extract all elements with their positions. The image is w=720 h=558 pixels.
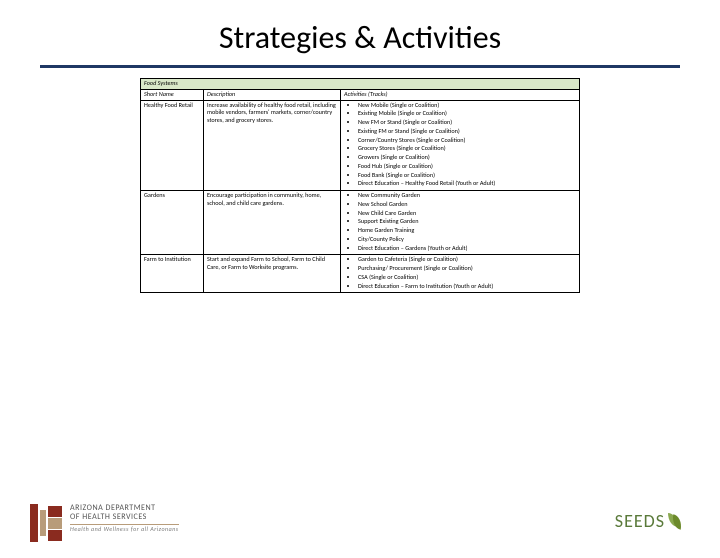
table-row: Healthy Food RetailIncrease availability… [141, 100, 580, 191]
list-item: New School Garden [358, 201, 576, 209]
table-section-label: Food Systems [141, 79, 580, 90]
strategies-table-wrap: Food Systems Short Name Description Acti… [140, 78, 580, 293]
table-row: GardensEncourage participation in commun… [141, 191, 580, 255]
col-header-activities: Activities (Tracks) [341, 89, 580, 100]
adhs-logo: ARIZONA DEPARTMENT OF HEALTH SERVICES He… [30, 504, 179, 542]
activities-list: Garden to Cafeteria (Single or Coalition… [344, 256, 576, 290]
list-item: Existing FM or Stand (Single or Coalitio… [358, 128, 576, 136]
list-item: Purchasing/ Procurement (Single or Coali… [358, 265, 576, 273]
list-item: Food Bank (Single or Coalition) [358, 172, 576, 180]
list-item: Grocery Stores (Single or Coalition) [358, 145, 576, 153]
table-header-row: Short Name Description Activities (Track… [141, 89, 580, 100]
list-item: Corner/Country Stores (Single or Coaliti… [358, 137, 576, 145]
page-title: Strategies & Activities [0, 18, 720, 57]
cell-activities: New Community GardenNew School GardenNew… [341, 191, 580, 255]
cell-short-name: Farm to Institution [141, 255, 204, 293]
list-item: New FM or Stand (Single or Coalition) [358, 119, 576, 127]
cell-short-name: Healthy Food Retail [141, 100, 204, 191]
list-item: Direct Education – Gardens (Youth or Adu… [358, 245, 576, 253]
col-header-short: Short Name [141, 89, 204, 100]
list-item: Food Hub (Single or Coalition) [358, 163, 576, 171]
list-item: City/County Policy [358, 236, 576, 244]
col-header-desc: Description [204, 89, 341, 100]
list-item: Home Garden Training [358, 227, 576, 235]
cell-short-name: Gardens [141, 191, 204, 255]
list-item: Growers (Single or Coalition) [358, 154, 576, 162]
list-item: Garden to Cafeteria (Single or Coalition… [358, 256, 576, 264]
adhs-text: ARIZONA DEPARTMENT OF HEALTH SERVICES He… [70, 504, 179, 532]
activities-list: New Mobile (Single or Coalition)Existing… [344, 102, 576, 189]
strategies-table: Food Systems Short Name Description Acti… [140, 78, 580, 293]
title-divider [40, 65, 680, 68]
list-item: Direct Education – Farm to Institution (… [358, 283, 576, 291]
cell-activities: New Mobile (Single or Coalition)Existing… [341, 100, 580, 191]
list-item: Support Existing Garden [358, 218, 576, 226]
leaf-icon [668, 513, 680, 529]
adhs-line2: OF HEALTH SERVICES [70, 513, 179, 522]
adhs-mark-icon [30, 504, 64, 542]
activities-list: New Community GardenNew School GardenNew… [344, 192, 576, 252]
cell-activities: Garden to Cafeteria (Single or Coalition… [341, 255, 580, 293]
list-item: CSA (Single or Coalition) [358, 274, 576, 282]
cell-description: Encourage participation in community, ho… [204, 191, 341, 255]
list-item: Direct Education – Healthy Food Retail (… [358, 180, 576, 188]
cell-description: Start and expand Farm to School, Farm to… [204, 255, 341, 293]
list-item: Existing Mobile (Single or Coalition) [358, 110, 576, 118]
adhs-tagline: Health and Wellness for all Arizonans [70, 524, 179, 533]
list-item: New Child Care Garden [358, 210, 576, 218]
list-item: New Community Garden [358, 192, 576, 200]
seeds-text: SEEDS [615, 510, 665, 532]
list-item: New Mobile (Single or Coalition) [358, 102, 576, 110]
seeds-logo: SEEDS [615, 510, 680, 532]
cell-description: Increase availability of healthy food re… [204, 100, 341, 191]
table-row: Farm to InstitutionStart and expand Farm… [141, 255, 580, 293]
table-section-row: Food Systems [141, 79, 580, 90]
